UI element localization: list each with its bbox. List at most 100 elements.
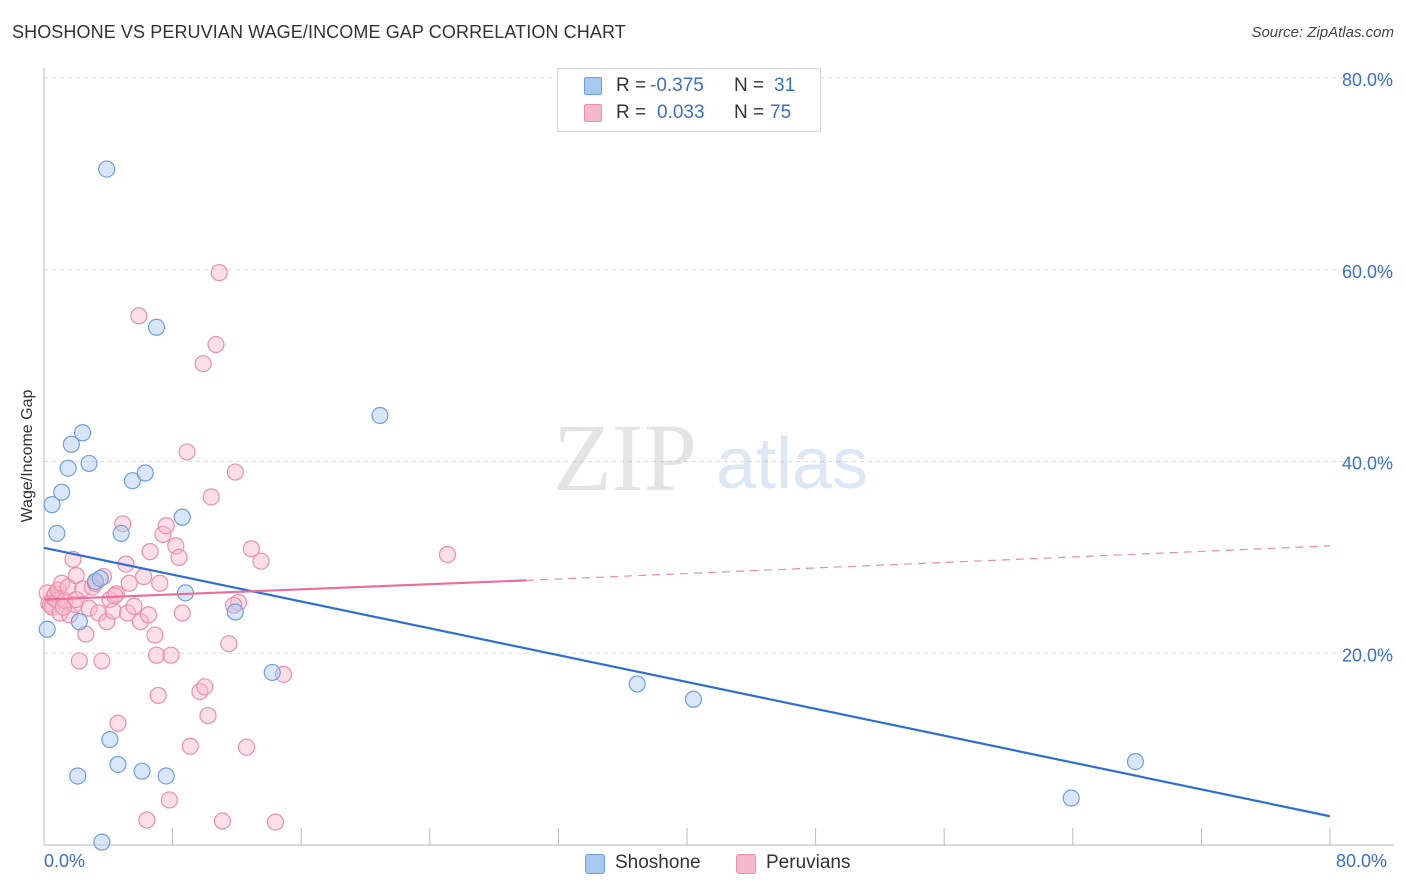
legend-r-value: -0.375 (650, 75, 704, 96)
shoshone-point (38, 620, 56, 638)
legend-row-peruvians: R = 0.033 N = 75 (558, 102, 820, 128)
peruvians-point (149, 686, 167, 705)
shoshone-point (48, 524, 66, 543)
peruvians-point (438, 545, 457, 564)
watermark: ZIP atlas (553, 404, 868, 511)
x-tick-min: 0.0% (44, 851, 86, 871)
peruvians-point (146, 626, 164, 644)
peruvians-point (125, 597, 143, 615)
shoshone-point (123, 472, 142, 490)
peruvians-point (170, 548, 188, 566)
peruvians-point (237, 738, 256, 756)
shoshone-point (98, 160, 116, 178)
bottom-swatch-shoshone (585, 854, 605, 874)
peruvians-point (118, 604, 137, 622)
legend-n-label: N = (734, 75, 765, 96)
peruvians-point (120, 574, 138, 592)
axes (43, 68, 1394, 846)
peruvians-point (135, 567, 153, 586)
peruvians-point (162, 646, 180, 664)
peruvians-point (181, 737, 199, 755)
shoshone-point (628, 675, 646, 693)
peruvians-point (98, 613, 116, 631)
peruvians-point (157, 517, 175, 535)
trend-lines (43, 545, 1331, 818)
shoshone-point (684, 690, 703, 708)
legend-n-value: 31 (774, 75, 796, 96)
shoshone-point (147, 318, 166, 336)
shoshone-point (62, 435, 80, 453)
peruvians-point (139, 606, 158, 624)
y-tick-label: 40.0% (1342, 454, 1393, 474)
bottom-label-shoshone: Shoshone (615, 852, 701, 873)
grid-lines (44, 77, 1394, 654)
shoshone-point (101, 730, 119, 749)
legend-n-value: 75 (770, 102, 792, 123)
watermark-atlas: atlas (716, 424, 868, 504)
peruvians-point (226, 463, 244, 481)
peruvians-point (242, 540, 260, 558)
peruvians-point (93, 652, 111, 670)
shoshone-point (1062, 789, 1080, 807)
shoshone-point (91, 569, 109, 588)
peruvians-point (70, 652, 88, 670)
shoshone-trend-line (43, 546, 1331, 818)
peruvians-point (220, 635, 238, 653)
y-tick-label: 20.0% (1342, 645, 1393, 665)
peruvians-point (210, 264, 228, 282)
y-tick-labels: 20.0% 40.0% 60.0% 80.0% (1342, 70, 1393, 665)
y-tick-label: 60.0% (1342, 262, 1393, 282)
peruvians-point (130, 307, 148, 325)
peruvians-point (229, 593, 248, 612)
shoshone-point (136, 464, 154, 482)
peruvians-point (194, 355, 212, 373)
peruvians-point (160, 791, 178, 809)
peruvians-point (266, 813, 285, 831)
shoshone-point (109, 755, 127, 774)
legend-n-label: N = (734, 102, 765, 123)
peruvians-point (138, 811, 156, 829)
shoshone-point (226, 603, 244, 621)
shoshone-point (53, 483, 71, 501)
shoshone-point (133, 762, 151, 780)
legend-row-shoshone: R = -0.375 N = 31 (558, 75, 820, 101)
legend-r-value: 0.033 (657, 102, 705, 123)
peruvians-point (173, 604, 191, 622)
shoshone-point (263, 663, 281, 682)
peruvians-point (202, 488, 220, 506)
peruvians-point (104, 602, 122, 620)
x-tick-max: 80.0% (1336, 851, 1388, 871)
legend-swatch-peruvians (584, 104, 602, 122)
legend-r-label: R = (616, 102, 647, 123)
peruvians-points (38, 264, 457, 831)
legend-swatch-shoshone (584, 77, 602, 95)
shoshone-point (70, 613, 88, 631)
bottom-swatch-peruvians (736, 854, 756, 874)
shoshone-point (93, 833, 111, 851)
shoshone-point (43, 496, 61, 514)
shoshone-point (73, 424, 92, 442)
y-tick-label: 80.0% (1342, 70, 1393, 90)
peruvians-point (80, 599, 98, 617)
watermark-zip: ZIP (553, 404, 697, 511)
chart-title: SHOSHONE VS PERUVIAN WAGE/INCOME GAP COR… (12, 22, 626, 42)
peruvians-point (109, 714, 127, 732)
peruvians-point (225, 596, 243, 614)
shoshone-point (112, 524, 130, 543)
peruvians-point (178, 443, 196, 461)
shoshone-point (371, 406, 389, 425)
peruvians-point (147, 646, 166, 664)
peruvians-point (252, 552, 270, 570)
peruvians-point (191, 682, 209, 701)
peruvians-point (207, 335, 225, 354)
shoshone-points (38, 160, 1145, 851)
peruvians-point (151, 574, 169, 592)
peruvians-point (141, 543, 159, 561)
peruvians-point (199, 706, 217, 725)
bottom-label-peruvians: Peruvians (766, 852, 851, 873)
peruvians-trend-extension (526, 545, 1331, 581)
correlation-legend: R = -0.375 N = 31 R = 0.033 N = 75 (557, 68, 821, 132)
shoshone-point (80, 454, 98, 473)
shoshone-point (69, 767, 87, 785)
